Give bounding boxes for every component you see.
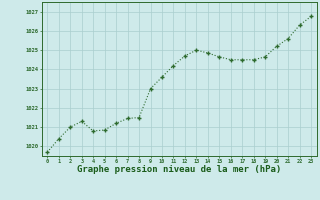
X-axis label: Graphe pression niveau de la mer (hPa): Graphe pression niveau de la mer (hPa) — [77, 165, 281, 174]
